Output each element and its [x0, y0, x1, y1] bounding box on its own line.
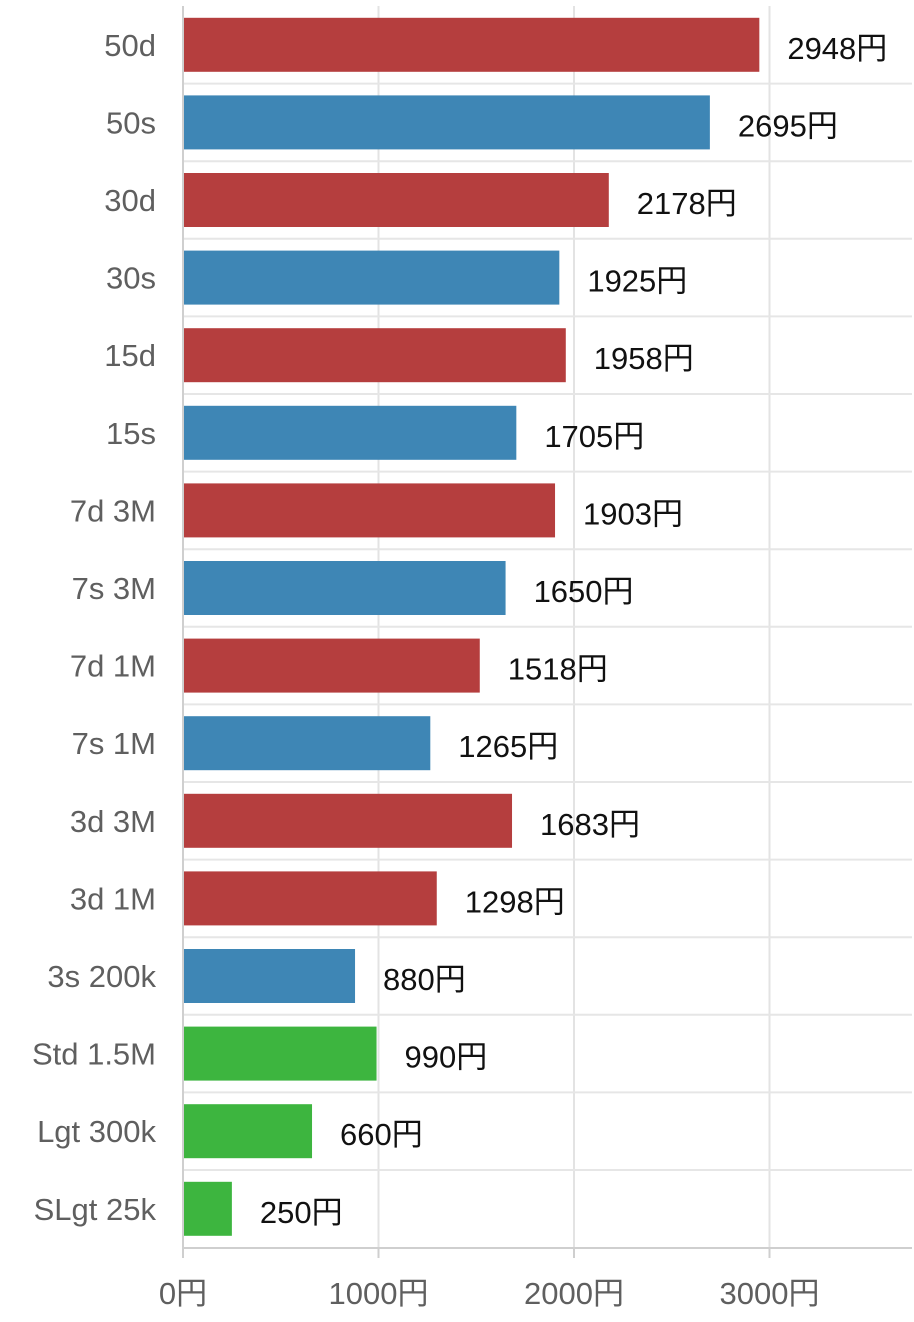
value-label: 1265円	[458, 729, 558, 764]
x-tick-label: 2000円	[524, 1276, 624, 1311]
bar-3d-3m	[184, 793, 513, 848]
category-label: 3s 200k	[47, 959, 156, 994]
bar-15d	[184, 328, 566, 383]
bar-7d-1m	[184, 638, 480, 693]
value-label: 990円	[405, 1040, 488, 1075]
category-label: 7s 3M	[72, 571, 156, 606]
value-label: 1683円	[540, 807, 640, 842]
label-layer: 50d 2948円 50s 2695円 30d 2178円 30s 1925円 15d 1958円…	[32, 28, 887, 1230]
grid-layer	[183, 6, 912, 1248]
value-label: 2948円	[787, 31, 887, 66]
value-label: 1298円	[465, 884, 565, 919]
bar-50d	[184, 17, 760, 72]
bar-std-1-5m	[184, 1026, 377, 1081]
category-label: Lgt 300k	[37, 1114, 156, 1149]
bar-7s-3m	[184, 561, 506, 615]
bar-layer	[184, 17, 760, 1236]
bar-lgt-300k	[184, 1104, 313, 1159]
category-label: 50s	[106, 105, 156, 140]
value-label: 1518円	[508, 652, 608, 687]
value-label: 2178円	[637, 186, 737, 221]
category-label: 50d	[104, 28, 156, 63]
bar-3s-200k	[184, 949, 356, 1003]
value-label: 880円	[383, 962, 466, 997]
bar-7d-3m	[184, 483, 556, 538]
x-tick-label: 3000円	[720, 1276, 820, 1311]
category-label: 30d	[104, 183, 156, 218]
x-tick-label: 1000円	[329, 1276, 429, 1311]
category-label: 3d 1M	[70, 881, 156, 916]
category-label: 3d 3M	[70, 804, 156, 839]
bar-30d	[184, 173, 609, 227]
category-label: 30s	[106, 261, 156, 296]
category-label: 7d 1M	[70, 649, 156, 684]
value-label: 1903円	[583, 496, 683, 531]
bar-50s	[184, 95, 710, 150]
bar-7s-1m	[184, 716, 431, 771]
category-label: 7d 3M	[70, 493, 156, 528]
value-label: 1958円	[594, 341, 694, 376]
value-label: 1650円	[534, 574, 634, 609]
value-label: 660円	[340, 1117, 423, 1152]
x-tick-label: 0円	[159, 1276, 207, 1311]
category-label: 15s	[106, 416, 156, 451]
axis-layer: 0円 1000円 2000円 3000円	[159, 6, 912, 1311]
bar-3d-1m	[184, 871, 437, 926]
bar-slgt-25k	[184, 1181, 232, 1236]
category-label: Std 1.5M	[32, 1037, 156, 1072]
category-label: 7s 1M	[72, 726, 156, 761]
value-label: 2695円	[738, 108, 838, 143]
bar-30s	[184, 250, 560, 305]
category-label: 15d	[104, 338, 156, 373]
bar-15s	[184, 405, 517, 460]
value-label: 250円	[260, 1195, 343, 1230]
value-label: 1705円	[544, 419, 644, 454]
category-label: SLgt 25k	[34, 1192, 157, 1227]
value-label: 1925円	[587, 264, 687, 299]
